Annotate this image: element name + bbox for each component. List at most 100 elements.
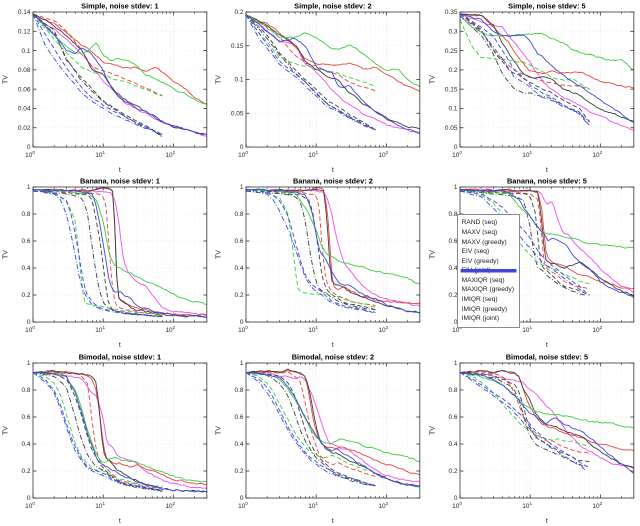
y-tick-label: 1 (27, 360, 31, 367)
series-eiv_greedy (32, 13, 163, 137)
legend-item-label: IMIQR (joint) (461, 315, 500, 323)
series-eiv_joint (459, 190, 585, 296)
series-eiv_seq (246, 14, 421, 130)
x-axis-label: t (119, 517, 121, 524)
series-eiv_joint (32, 13, 163, 138)
series-maxv_greedy (32, 371, 163, 488)
x-axis-label: t (332, 167, 334, 174)
series-imiqr_joint (32, 371, 163, 491)
series-rand_seq (246, 189, 421, 307)
x-tick-label: 101 (95, 326, 105, 335)
series-imiqr_greedy (32, 13, 163, 135)
x-axis-label: t (332, 517, 334, 524)
y-tick-label: 0.8 (235, 212, 244, 219)
y-tick-label: 0.8 (448, 212, 457, 219)
subplot-title: Simple, noise stdev: 1 (81, 1, 158, 10)
y-tick-label: 0.4 (448, 441, 457, 448)
subplot-1-canvas: 0 0.05 0.1 0.15 0.2 100 101 102 Simple, noise st… (213, 0, 427, 176)
y-tick-label: 0.25 (445, 48, 458, 55)
series-maxiqr_greedy (459, 19, 590, 90)
series-eiv_joint (32, 371, 163, 492)
x-tick-label: 101 (95, 501, 105, 510)
series-maxv_seq (246, 14, 421, 93)
x-tick-label: 102 (379, 501, 389, 510)
x-tick-label: 101 (309, 501, 319, 510)
x-tick-label: 101 (309, 326, 319, 335)
series-eiv_seq (246, 189, 421, 314)
y-tick-label: 1 (454, 360, 458, 367)
series-eiv_seq (459, 369, 634, 469)
series-eiv_greedy (246, 189, 376, 311)
x-tick-label: 100 (238, 501, 248, 510)
x-tick-label: 100 (25, 150, 35, 159)
series-imiqr_seq (246, 188, 421, 314)
series-imiqr_greedy (32, 371, 163, 491)
series-imiqr_joint (32, 190, 163, 318)
subplot-4-canvas: 0 0.2 0.4 0.6 0.8 1 100 101 102 Banana, noise std… (213, 175, 427, 351)
x-axis-label: t (546, 517, 548, 524)
y-tick-label: 0.12 (18, 28, 31, 35)
y-axis-label: TV (2, 250, 9, 259)
y-tick-label: 0 (27, 495, 31, 502)
series-imiqr_seq (246, 371, 421, 488)
y-tick-label: 0.14 (18, 9, 31, 16)
legend-item-imiqr_joint: IMIQR (joint) (460, 269, 517, 324)
x-axis-label: t (119, 167, 121, 174)
series-imiqr_seq (459, 371, 634, 474)
series-imiqr_joint (246, 371, 376, 486)
series-maxv_greedy (32, 13, 163, 97)
series-eiv_seq (459, 13, 634, 123)
series-maxiqr_seq (32, 371, 207, 482)
legend-item-label: RAND (seq) (461, 219, 498, 227)
subplot-8: 0 0.2 0.4 0.6 0.8 1 100 101 102 Bimodal, noise st… (426, 350, 640, 526)
subplot-title: Simple, noise stdev: 5 (508, 1, 585, 10)
y-tick-label: 0 (27, 144, 31, 151)
x-tick-label: 102 (592, 150, 602, 159)
y-tick-label: 0 (454, 495, 458, 502)
subplot-0-canvas: 0 0.02 0.04 0.06 0.08 0.1 0.12 0.14 100 101 102 Sim… (0, 0, 214, 176)
x-tick-label: 100 (238, 326, 248, 335)
series-imiqr_greedy (459, 371, 590, 469)
x-axis-label: t (119, 342, 121, 349)
legend-item-label: IMIQR (greedy) (461, 305, 508, 313)
series-maxv_greedy (459, 13, 590, 90)
y-tick-label: 0.06 (18, 86, 31, 93)
series-imiqr_joint (246, 190, 376, 314)
series-imiqr_seq (32, 189, 207, 319)
y-tick-label: 1 (240, 360, 244, 367)
x-tick-label: 100 (452, 150, 462, 159)
legend-item-label: EIV (seq) (461, 248, 490, 256)
y-axis-label: TV (216, 425, 223, 434)
legend: RAND (seq) MAXV (seq) MAXV (greedy) EIV (se… (456, 214, 521, 328)
series-imiqr_greedy (246, 371, 377, 486)
x-axis-label: t (546, 342, 548, 349)
series-maxiqr_greedy (246, 371, 376, 473)
subplot-title: Bimodal, noise stdev: 5 (505, 352, 587, 361)
y-tick-label: 0.1 (235, 77, 244, 84)
x-tick-label: 101 (95, 150, 105, 159)
y-tick-label: 0.3 (448, 28, 457, 35)
x-tick-label: 101 (309, 150, 319, 159)
series-imiqr_joint (459, 15, 590, 126)
subplot-title: Simple, noise stdev: 2 (295, 1, 372, 10)
series-imiqr_greedy (459, 190, 590, 296)
y-tick-label: 0.4 (235, 441, 244, 448)
series-imiqr_greedy (246, 189, 376, 314)
series-imiqr_seq (459, 189, 634, 299)
subplot-2: 0 0.05 0.1 0.15 0.2 0.25 0.3 0.35 100 101 102 Simpl… (426, 0, 640, 176)
series-maxiqr_seq (459, 189, 634, 249)
y-tick-label: 0 (240, 320, 244, 327)
y-tick-label: 1 (27, 185, 31, 192)
x-tick-label: 100 (452, 326, 462, 335)
y-tick-label: 0.1 (21, 48, 30, 55)
x-tick-label: 102 (379, 150, 389, 159)
y-tick-label: 0.4 (448, 266, 457, 273)
subplot-title: Banana, noise stdev: 2 (293, 177, 373, 186)
x-tick-label: 100 (452, 501, 462, 510)
subplot-7-canvas: 0 0.2 0.4 0.6 0.8 1 100 101 102 Bimodal, noise st… (213, 350, 427, 526)
subplot-0: 0 0.02 0.04 0.06 0.08 0.1 0.12 0.14 100 101 102 Sim… (0, 0, 214, 176)
y-axis-label: TV (216, 75, 223, 84)
y-tick-label: 0.4 (21, 441, 30, 448)
x-tick-label: 101 (522, 150, 532, 159)
y-axis-label: TV (429, 425, 436, 434)
